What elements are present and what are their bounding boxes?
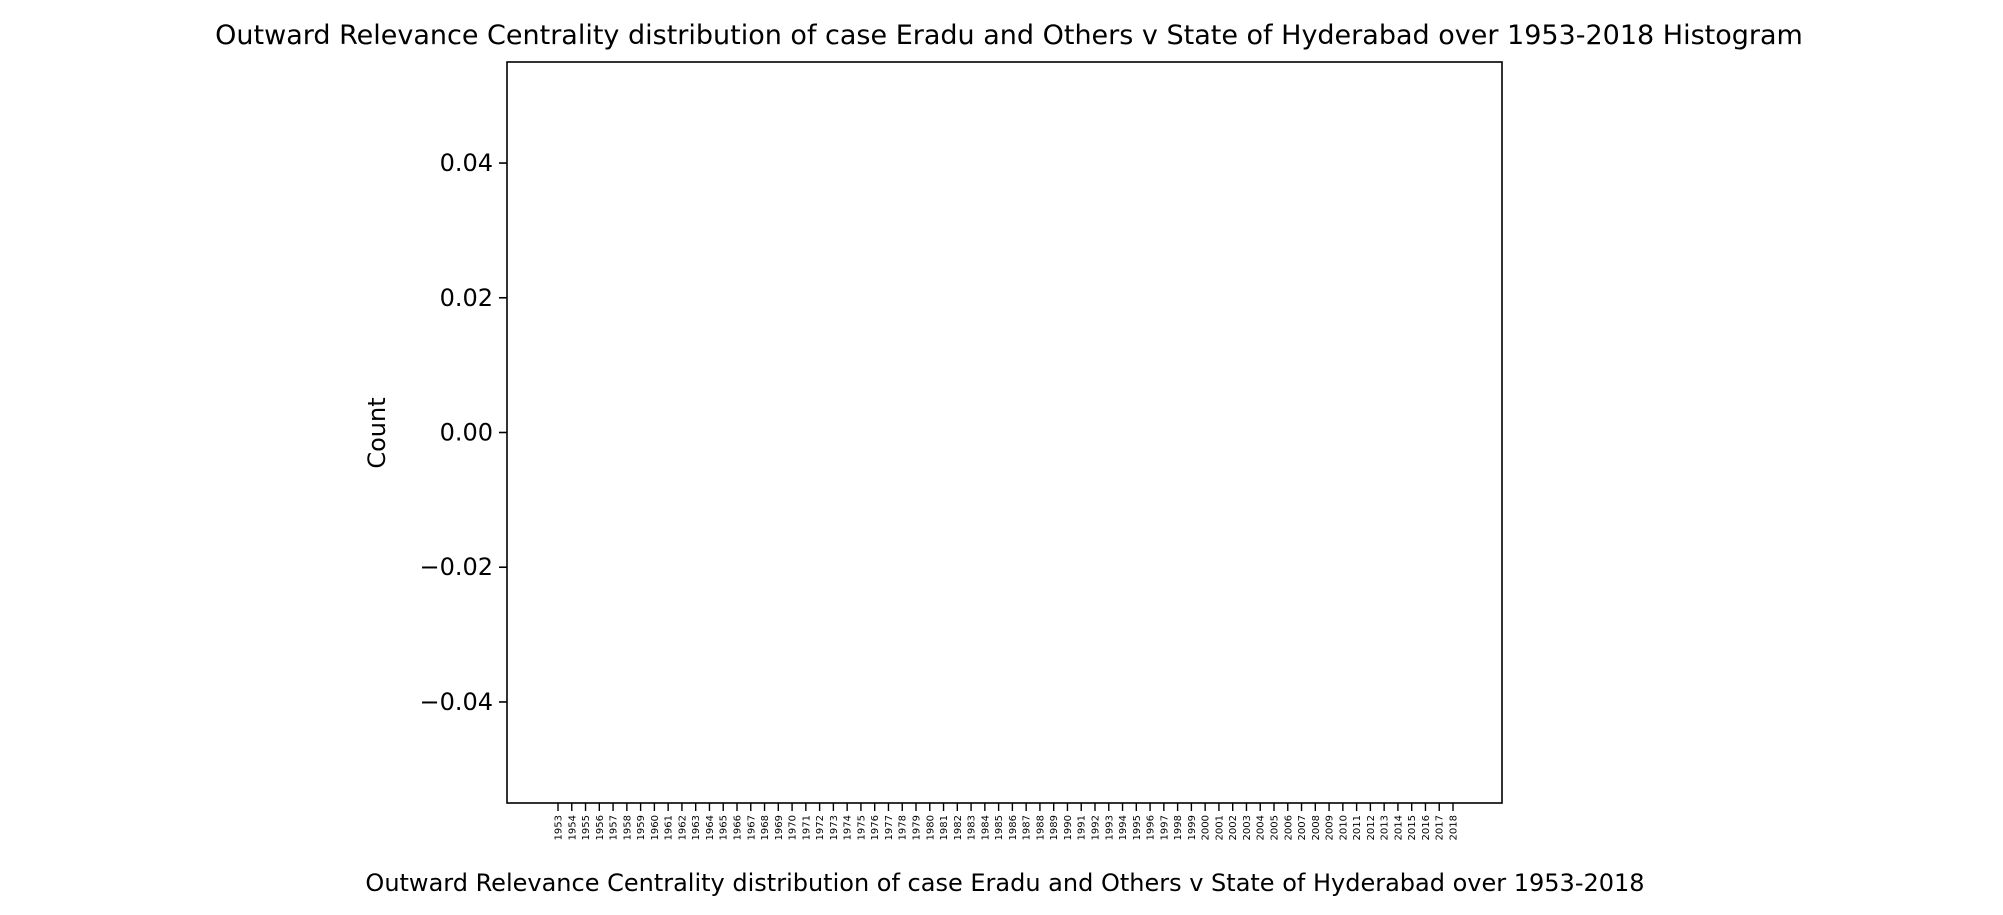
y-tick-label: 0.04 xyxy=(440,149,493,177)
x-tick-label: 1993 xyxy=(1104,815,1115,840)
x-tick-label: 1977 xyxy=(884,815,895,840)
x-tick-label: 1997 xyxy=(1159,815,1170,840)
x-tick-label: 1983 xyxy=(967,815,978,840)
x-tick-label: 1963 xyxy=(691,815,702,840)
y-tick-label: −0.04 xyxy=(419,688,493,716)
x-tick-label: 2005 xyxy=(1270,815,1281,840)
x-tick-label: 1967 xyxy=(746,815,757,840)
x-tick-label: 2017 xyxy=(1435,815,1446,840)
x-tick-label: 1959 xyxy=(636,815,647,840)
x-tick-label: 1966 xyxy=(733,815,744,840)
x-tick-label: 1996 xyxy=(1146,815,1157,840)
x-tick-label: 1957 xyxy=(609,815,620,840)
x-tick-label: 2018 xyxy=(1449,815,1460,840)
x-tick-label: 1980 xyxy=(925,815,936,840)
x-tick-label: 2003 xyxy=(1242,815,1253,840)
x-tick-label: 2014 xyxy=(1393,815,1404,840)
x-tick-label: 1954 xyxy=(567,815,578,840)
x-tick-label: 1975 xyxy=(856,815,867,840)
y-axis-label: Count xyxy=(363,397,391,468)
x-tick-label: 1976 xyxy=(870,815,881,840)
x-tick-label: 2006 xyxy=(1283,815,1294,840)
x-tick-label: 2012 xyxy=(1366,815,1377,840)
x-tick-label: 2009 xyxy=(1325,815,1336,840)
x-tick-label: 2010 xyxy=(1338,815,1349,840)
x-tick-label: 1956 xyxy=(595,815,606,840)
y-axis: 0.04 0.02 0.00 −0.02 −0.04 xyxy=(419,149,507,716)
x-tick-label: 1987 xyxy=(1022,815,1033,840)
x-tick-label: 2002 xyxy=(1228,815,1239,840)
x-tick-label: 1964 xyxy=(705,815,716,840)
x-tick-label: 1989 xyxy=(1049,815,1060,840)
x-tick-label: 1999 xyxy=(1187,815,1198,840)
y-tick-label: 0.02 xyxy=(440,284,493,312)
x-axis: 1953 1954 1955 1956 1957 1958 1959 1960 1961 1962… xyxy=(554,803,1460,840)
x-tick-label: 2000 xyxy=(1201,815,1212,840)
x-tick-label: 1979 xyxy=(912,815,923,840)
x-tick-label: 1961 xyxy=(664,815,675,840)
x-tick-label: 1991 xyxy=(1077,815,1088,840)
x-tick-label: 1985 xyxy=(994,815,1005,840)
x-tick-label: 1962 xyxy=(677,815,688,840)
x-tick-label: 1969 xyxy=(774,815,785,840)
x-tick-label: 1992 xyxy=(1091,815,1102,840)
x-tick-label: 1955 xyxy=(581,815,592,840)
x-tick-label: 1974 xyxy=(843,815,854,840)
x-tick-label: 2016 xyxy=(1421,815,1432,840)
y-tick-label: −0.02 xyxy=(419,553,493,581)
x-tick-label: 2004 xyxy=(1256,815,1267,840)
x-axis-label: Outward Relevance Centrality distributio… xyxy=(365,869,1644,897)
x-tick-label: 1995 xyxy=(1132,815,1143,840)
x-tick-label: 2001 xyxy=(1214,815,1225,840)
x-tick-label: 1960 xyxy=(650,815,661,840)
x-tick-label: 1953 xyxy=(554,815,565,840)
x-tick-label: 1994 xyxy=(1118,815,1129,840)
chart-title: Outward Relevance Centrality distributio… xyxy=(215,20,1803,51)
x-tick-label: 1970 xyxy=(788,815,799,840)
x-tick-label: 1990 xyxy=(1063,815,1074,840)
x-tick-label: 1982 xyxy=(953,815,964,840)
x-tick-label: 2011 xyxy=(1352,815,1363,840)
x-tick-label: 2013 xyxy=(1380,815,1391,840)
x-tick-label: 1973 xyxy=(829,815,840,840)
x-tick-label: 1998 xyxy=(1173,815,1184,840)
x-tick-label: 1958 xyxy=(622,815,633,840)
x-tick-label: 1986 xyxy=(1008,815,1019,840)
x-tick-label: 1965 xyxy=(719,815,730,840)
x-tick-label: 2015 xyxy=(1407,815,1418,840)
x-tick-label: 1968 xyxy=(760,815,771,840)
x-tick-label: 2007 xyxy=(1297,815,1308,840)
y-tick-label: 0.00 xyxy=(440,419,493,447)
x-tick-label: 1981 xyxy=(939,815,950,840)
x-tick-label: 1972 xyxy=(815,815,826,840)
x-tick-label: 2008 xyxy=(1311,815,1322,840)
x-tick-label: 1971 xyxy=(801,815,812,840)
x-tick-label: 1984 xyxy=(980,815,991,840)
x-tick-label: 1978 xyxy=(898,815,909,840)
x-tick-label: 1988 xyxy=(1035,815,1046,840)
